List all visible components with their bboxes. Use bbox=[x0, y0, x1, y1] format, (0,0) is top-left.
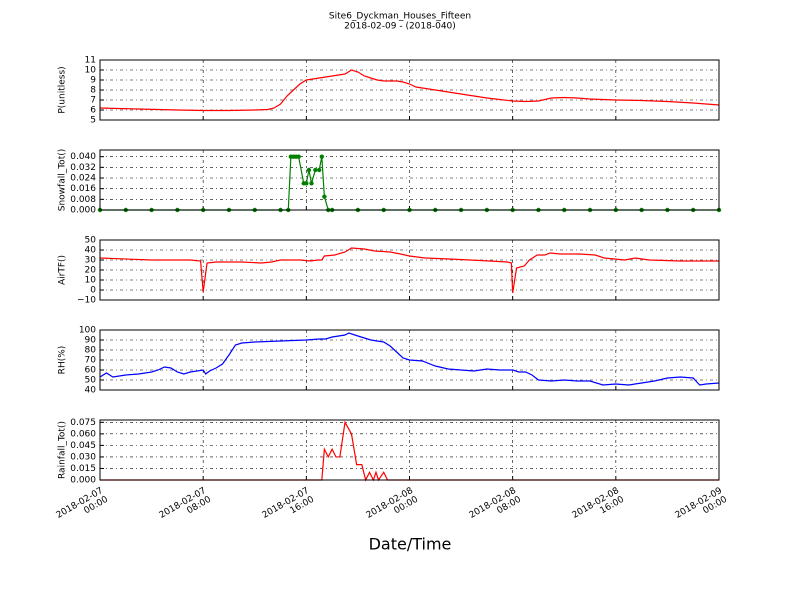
y-tick-label: 20 bbox=[85, 266, 97, 276]
y-tick-label: 0.030 bbox=[70, 452, 96, 462]
y-tick-label: 100 bbox=[79, 326, 96, 336]
data-point bbox=[319, 154, 325, 159]
plot-frame bbox=[99, 239, 720, 301]
plot-frame bbox=[99, 59, 720, 121]
y-tick-label: 0.040 bbox=[70, 152, 96, 162]
data-point bbox=[296, 154, 301, 159]
plot-frame bbox=[99, 419, 720, 481]
y-tick-label: 0.000 bbox=[70, 476, 96, 486]
y-tick-label: 80 bbox=[85, 346, 97, 356]
y-tick-label: 0.000 bbox=[70, 206, 96, 216]
y-tick-label: 0.016 bbox=[70, 184, 96, 194]
y-tick-label: 6 bbox=[90, 106, 96, 116]
y-axis-label: RH(%) bbox=[58, 346, 68, 375]
y-tick-label: 90 bbox=[85, 336, 97, 346]
y-tick-label: 9 bbox=[90, 76, 96, 86]
data-line bbox=[99, 332, 720, 386]
data-point bbox=[304, 181, 309, 186]
y-tick-label: 7 bbox=[90, 96, 96, 106]
y-tick-label: 60 bbox=[85, 366, 97, 376]
plot-frame bbox=[99, 149, 720, 211]
y-tick-label: 50 bbox=[85, 236, 97, 246]
data-line bbox=[99, 69, 720, 112]
y-tick-label: 0.032 bbox=[70, 163, 96, 173]
y-tick-label: 30 bbox=[85, 256, 97, 266]
y-tick-label: 10 bbox=[85, 276, 97, 286]
chart-title: Site6_Dyckman_Houses_Fifteen bbox=[329, 12, 471, 22]
y-tick-label: 40 bbox=[85, 246, 97, 256]
y-tick-label: 0.075 bbox=[70, 418, 96, 428]
x-axis-label: Date/Time bbox=[369, 535, 452, 554]
y-tick-label: 8 bbox=[90, 86, 96, 96]
y-tick-label: 70 bbox=[85, 356, 97, 366]
data-line bbox=[99, 247, 719, 294]
data-point bbox=[317, 167, 322, 173]
y-tick-label: 50 bbox=[85, 376, 97, 386]
y-tick-label: 0.024 bbox=[70, 174, 96, 184]
chart-subtitle: 2018-02-09 - (2018-040) bbox=[344, 22, 456, 32]
y-tick-label: 10 bbox=[85, 66, 97, 76]
y-tick-label: 0.008 bbox=[70, 195, 96, 205]
y-tick-label: 11 bbox=[85, 56, 96, 66]
y-tick-label: −10 bbox=[77, 296, 96, 306]
plot-frame bbox=[99, 329, 720, 391]
y-tick-label: 0 bbox=[90, 286, 96, 296]
y-tick-label: 0.060 bbox=[70, 429, 96, 439]
y-tick-label: 5 bbox=[90, 116, 96, 126]
y-tick-label: 40 bbox=[85, 386, 97, 396]
y-axis-label: AirTF() bbox=[58, 255, 68, 285]
data-point bbox=[309, 181, 314, 186]
y-axis-label: Snowfall_Tot() bbox=[58, 149, 68, 212]
data-point bbox=[306, 167, 312, 173]
y-tick-label: 0.045 bbox=[70, 441, 96, 451]
y-axis-label: Rainfall_Tot() bbox=[58, 421, 68, 479]
y-tick-label: 0.015 bbox=[70, 464, 96, 474]
data-point bbox=[313, 167, 318, 173]
data-point bbox=[322, 194, 327, 199]
y-axis-label: P(unitless) bbox=[58, 66, 68, 113]
